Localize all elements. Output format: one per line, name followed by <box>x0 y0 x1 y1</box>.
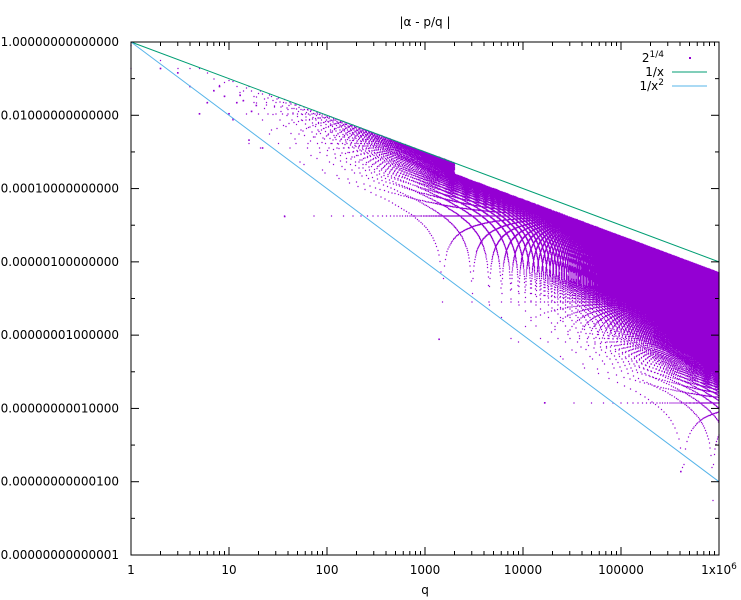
x-tick-label-text: 100 <box>316 563 339 577</box>
x-tick-label-sup: 6 <box>731 562 737 572</box>
x-tick-label-text: 1 <box>127 563 135 577</box>
legend-label-base: 2 <box>642 51 650 65</box>
sample-point <box>176 72 179 74</box>
x-tick-label-text: 1000 <box>410 563 441 577</box>
legend-label: 1/x2 <box>639 78 664 93</box>
sample-point <box>255 104 258 107</box>
sample-point <box>239 94 241 97</box>
x-tick-label-text: 1x10 <box>701 563 731 577</box>
x-axis-title: q <box>421 583 429 597</box>
x-tick-label-text: 10000 <box>504 563 542 577</box>
sample-point <box>213 89 215 92</box>
sample-point <box>159 67 162 70</box>
sample-point <box>261 147 264 149</box>
y-tick-label: 0.00000001000000 <box>1 328 119 342</box>
sample-point <box>218 85 221 88</box>
sample-point <box>228 112 230 115</box>
chart-title: |α - p/q | <box>399 15 450 29</box>
x-tick-label: 100000 <box>598 563 644 577</box>
x-tick-label: 1x106 <box>701 562 737 577</box>
x-tick-label: 10000 <box>504 563 542 577</box>
sample-point <box>223 95 226 98</box>
legend-label-sup: 2 <box>658 78 664 88</box>
y-tick-label: 0.00000000010000 <box>1 401 119 415</box>
x-tick-label-text: 10 <box>221 563 236 577</box>
sample-point <box>544 402 546 404</box>
y-tick-label: 0.00000100000000 <box>1 255 119 269</box>
sample-point <box>680 470 682 473</box>
y-tick-label: 0.00010000000000 <box>1 182 119 196</box>
line-layer <box>130 41 720 483</box>
legend: 21/41/x1/x2 <box>639 50 707 93</box>
sample-point <box>283 215 286 218</box>
legend-label-base: 1/x <box>645 65 664 79</box>
x-tick-label: 10 <box>221 563 236 577</box>
y-tick-label: 0.00000000000001 <box>1 548 119 562</box>
axes-layer: 1.00000000000000 0.01000000000000 0.000100… <box>1 35 737 577</box>
series-points-2-pow-1-4 <box>130 44 720 502</box>
y-tick-label: 0.01000000000000 <box>1 108 119 122</box>
x-tick-label-text: 100000 <box>598 563 644 577</box>
sample-point <box>206 101 209 104</box>
legend-label: 1/x <box>645 65 664 79</box>
sample-point <box>248 139 250 141</box>
x-tick-label: 1000 <box>410 563 441 577</box>
y-tick-label: 0.00000000000100 <box>1 475 119 489</box>
x-tick-label: 100 <box>316 563 339 577</box>
y-tick-label: 1.00000000000000 <box>1 35 119 49</box>
sample-point <box>250 110 253 113</box>
x-tick-label: 1 <box>127 563 135 577</box>
sample-point <box>235 101 238 104</box>
legend-label: 21/4 <box>642 50 664 65</box>
legend-label-base: 1/x <box>639 79 658 93</box>
series-line-1-x-2 <box>130 41 720 483</box>
series-line-1-x <box>130 41 720 263</box>
legend-label-sup: 1/4 <box>650 50 665 60</box>
sample-point <box>242 99 245 102</box>
sample-point <box>198 112 201 115</box>
legend-marker <box>689 57 691 59</box>
sample-point <box>438 338 440 341</box>
